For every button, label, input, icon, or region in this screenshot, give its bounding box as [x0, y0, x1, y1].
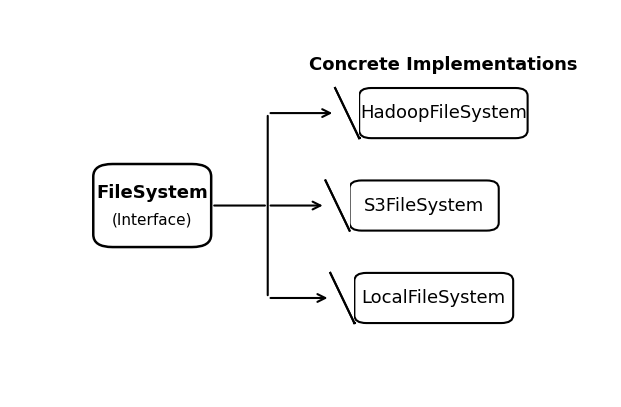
- Polygon shape: [330, 273, 355, 323]
- Polygon shape: [325, 180, 350, 231]
- Text: HadoopFileSystem: HadoopFileSystem: [360, 104, 527, 122]
- FancyBboxPatch shape: [355, 273, 513, 323]
- Text: LocalFileSystem: LocalFileSystem: [361, 289, 506, 307]
- Text: FileSystem: FileSystem: [96, 184, 208, 202]
- Text: (Interface): (Interface): [112, 212, 193, 227]
- Text: Concrete Implementations: Concrete Implementations: [309, 55, 578, 74]
- FancyBboxPatch shape: [350, 180, 499, 231]
- Text: S3FileSystem: S3FileSystem: [364, 197, 484, 214]
- FancyBboxPatch shape: [359, 88, 528, 138]
- Polygon shape: [335, 88, 359, 138]
- FancyBboxPatch shape: [93, 164, 211, 247]
